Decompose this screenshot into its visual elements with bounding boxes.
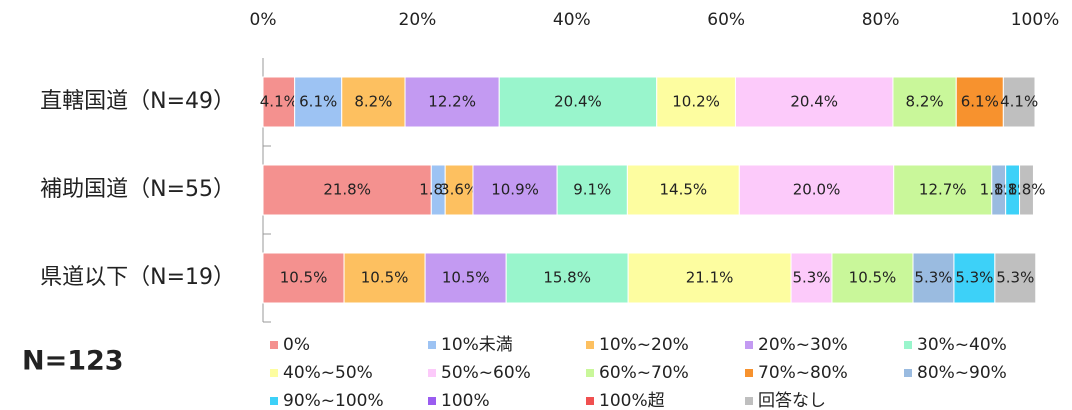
- category-label: 補助国道（N=55）: [40, 177, 235, 202]
- bar-segment: [404, 76, 500, 128]
- bar-segment: [262, 76, 296, 128]
- legend-swatch: [428, 397, 436, 405]
- legend-label: 40%~50%: [283, 363, 373, 383]
- value-label: 20.4%: [790, 93, 838, 111]
- legend-label: 70%~80%: [758, 363, 848, 383]
- bar-segment: [498, 76, 658, 128]
- value-label: 12.7%: [919, 181, 967, 199]
- legend-label: 30%~40%: [917, 335, 1007, 355]
- value-label: 8.2%: [906, 93, 944, 111]
- value-label: 3.6%: [440, 181, 478, 199]
- bar-segment: [444, 164, 474, 216]
- value-label: 14.5%: [660, 181, 708, 199]
- legend-swatch: [270, 397, 278, 405]
- legend-swatch: [586, 341, 594, 349]
- value-label: 10.5%: [280, 269, 328, 287]
- value-label: 10.5%: [849, 269, 897, 287]
- legend-swatch: [904, 369, 912, 377]
- value-label: 10.5%: [361, 269, 409, 287]
- bar-segment: [294, 76, 343, 128]
- value-label: 20.4%: [554, 93, 602, 111]
- bar-segment: [790, 252, 833, 304]
- legend-swatch: [586, 397, 594, 405]
- bar-segment: [343, 252, 426, 304]
- value-label: 10.9%: [491, 181, 539, 199]
- legend-swatch: [745, 397, 753, 405]
- legend-label: 10%~20%: [599, 335, 689, 355]
- value-label: 10.5%: [442, 269, 490, 287]
- bar-segment: [831, 252, 914, 304]
- value-label: 10.2%: [672, 93, 720, 111]
- legend-swatch: [270, 341, 278, 349]
- legend-swatch: [745, 369, 753, 377]
- value-label: 5.3%: [792, 269, 830, 287]
- bar-segment: [955, 76, 1004, 128]
- legend-label: 回答なし: [758, 391, 826, 410]
- bar-segment: [738, 164, 895, 216]
- legend-swatch: [428, 369, 436, 377]
- bar-segment: [626, 164, 740, 216]
- legend-label: 50%~60%: [441, 363, 531, 383]
- bar-segment: [341, 76, 406, 128]
- value-label: 21.1%: [686, 269, 734, 287]
- bar-segment: [262, 164, 432, 216]
- value-label: 4.1%: [260, 93, 298, 111]
- category-label: 県道以下（N=19）: [40, 265, 235, 290]
- bar-segment: [912, 252, 955, 304]
- x-tick-label: 100%: [1011, 10, 1060, 30]
- bar-segment: [656, 76, 736, 128]
- bar-segment: [424, 252, 507, 304]
- x-tick-label: 40%: [553, 10, 591, 30]
- value-label: 5.3%: [914, 269, 952, 287]
- bar-segment: [994, 252, 1037, 304]
- value-label: 9.1%: [573, 181, 611, 199]
- legend-label: 100%超: [599, 391, 665, 410]
- bar-segment: [953, 252, 996, 304]
- legend-swatch: [745, 341, 753, 349]
- value-label: 6.1%: [299, 93, 337, 111]
- bar-segment: [505, 252, 629, 304]
- legend-swatch: [586, 369, 594, 377]
- legend-label: 60%~70%: [599, 363, 689, 383]
- legend-swatch: [904, 341, 912, 349]
- legend-label: 100%: [441, 391, 490, 410]
- legend-label: 20%~30%: [758, 335, 848, 355]
- value-label: 12.2%: [428, 93, 476, 111]
- value-label: 4.1%: [1000, 93, 1038, 111]
- bar-segment: [556, 164, 628, 216]
- legend-label: 0%: [283, 335, 310, 355]
- bar-segment: [1019, 164, 1034, 216]
- category-label: 直轄国道（N=49）: [40, 89, 235, 114]
- x-tick-label: 60%: [707, 10, 745, 30]
- value-label: 20.0%: [793, 181, 841, 199]
- value-label: 15.8%: [543, 269, 591, 287]
- value-label: 8.2%: [354, 93, 392, 111]
- value-label: 21.8%: [323, 181, 371, 199]
- value-label: 5.3%: [996, 269, 1034, 287]
- x-tick-label: 80%: [862, 10, 900, 30]
- x-tick-label: 0%: [250, 10, 277, 30]
- bar-segment: [627, 252, 792, 304]
- value-label: 5.3%: [955, 269, 993, 287]
- legend-label: 80%~90%: [917, 363, 1007, 383]
- value-label: 6.1%: [961, 93, 999, 111]
- x-tick-label: 20%: [399, 10, 437, 30]
- legend-label: 10%未満: [441, 335, 513, 355]
- bar-segment: [262, 252, 345, 304]
- note: N=123: [22, 346, 124, 377]
- legend-label: 90%~100%: [283, 391, 384, 410]
- value-label: 1.8%: [1007, 181, 1045, 199]
- legend-swatch: [428, 341, 436, 349]
- bar-segment: [1002, 76, 1036, 128]
- legend-swatch: [270, 369, 278, 377]
- bar-segment: [893, 164, 993, 216]
